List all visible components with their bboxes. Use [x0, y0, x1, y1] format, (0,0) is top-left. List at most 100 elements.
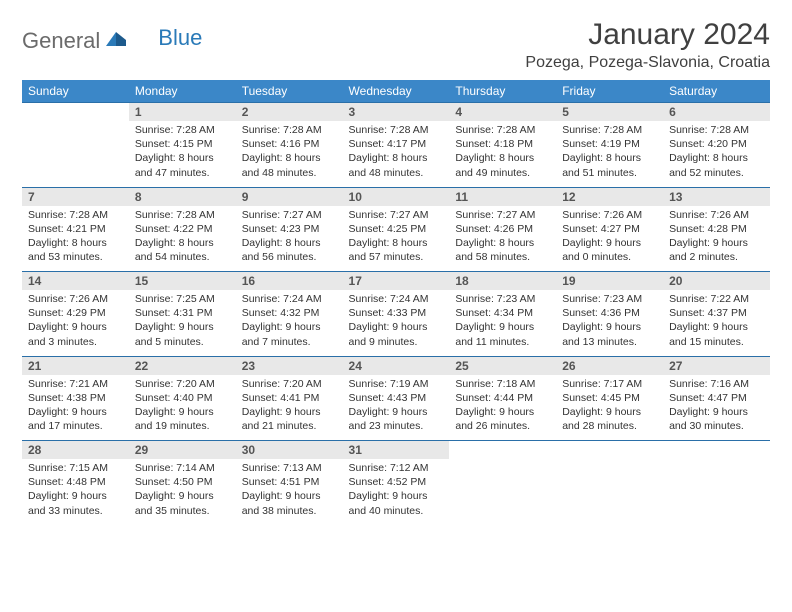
day-sunset-text: Sunset: 4:23 PM — [242, 222, 337, 236]
day-sunset-text: Sunset: 4:31 PM — [135, 306, 230, 320]
day-number-cell: 5 — [556, 103, 663, 122]
day-day1-text: Daylight: 9 hours — [242, 405, 337, 419]
day-sunset-text: Sunset: 4:40 PM — [135, 391, 230, 405]
title-block: January 2024 Pozega, Pozega-Slavonia, Cr… — [525, 18, 770, 72]
day-day1-text: Daylight: 9 hours — [135, 320, 230, 334]
day-sunset-text: Sunset: 4:18 PM — [455, 137, 550, 151]
week-number-row: 21222324252627 — [22, 356, 770, 375]
day-sunrise-text: Sunrise: 7:26 AM — [669, 208, 764, 222]
day-header: Wednesday — [343, 80, 450, 103]
day-day2-text: and 48 minutes. — [349, 166, 444, 180]
day-sunrise-text: Sunrise: 7:22 AM — [669, 292, 764, 306]
day-sunset-text: Sunset: 4:32 PM — [242, 306, 337, 320]
day-sunset-text: Sunset: 4:15 PM — [135, 137, 230, 151]
logo-icon — [106, 30, 128, 53]
day-sunset-text: Sunset: 4:50 PM — [135, 475, 230, 489]
day-number-cell: 17 — [343, 272, 450, 291]
day-day2-text: and 15 minutes. — [669, 335, 764, 349]
day-day2-text: and 48 minutes. — [242, 166, 337, 180]
day-content-cell: Sunrise: 7:27 AMSunset: 4:25 PMDaylight:… — [343, 206, 450, 272]
day-number-cell: 26 — [556, 356, 663, 375]
day-content-cell: Sunrise: 7:25 AMSunset: 4:31 PMDaylight:… — [129, 290, 236, 356]
location-text: Pozega, Pozega-Slavonia, Croatia — [525, 54, 770, 72]
day-day1-text: Daylight: 9 hours — [135, 405, 230, 419]
day-content-cell: Sunrise: 7:28 AMSunset: 4:16 PMDaylight:… — [236, 121, 343, 187]
day-day1-text: Daylight: 8 hours — [455, 236, 550, 250]
day-day2-text: and 54 minutes. — [135, 250, 230, 264]
day-sunset-text: Sunset: 4:34 PM — [455, 306, 550, 320]
day-day1-text: Daylight: 9 hours — [28, 405, 123, 419]
day-content-cell: Sunrise: 7:26 AMSunset: 4:29 PMDaylight:… — [22, 290, 129, 356]
day-number-cell: 3 — [343, 103, 450, 122]
day-sunset-text: Sunset: 4:37 PM — [669, 306, 764, 320]
day-number-cell: 29 — [129, 441, 236, 460]
day-content-cell: Sunrise: 7:28 AMSunset: 4:19 PMDaylight:… — [556, 121, 663, 187]
day-number-cell: 21 — [22, 356, 129, 375]
logo-general-text: General — [22, 28, 100, 54]
day-day2-text: and 53 minutes. — [28, 250, 123, 264]
day-number-cell — [663, 441, 770, 460]
day-content-cell: Sunrise: 7:22 AMSunset: 4:37 PMDaylight:… — [663, 290, 770, 356]
day-sunrise-text: Sunrise: 7:28 AM — [242, 123, 337, 137]
day-number-cell: 15 — [129, 272, 236, 291]
day-number-cell: 7 — [22, 187, 129, 206]
day-sunrise-text: Sunrise: 7:23 AM — [455, 292, 550, 306]
day-day2-text: and 30 minutes. — [669, 419, 764, 433]
day-day2-text: and 19 minutes. — [135, 419, 230, 433]
day-sunrise-text: Sunrise: 7:13 AM — [242, 461, 337, 475]
week-content-row: Sunrise: 7:15 AMSunset: 4:48 PMDaylight:… — [22, 459, 770, 525]
day-sunrise-text: Sunrise: 7:27 AM — [349, 208, 444, 222]
day-day2-text: and 49 minutes. — [455, 166, 550, 180]
day-day1-text: Daylight: 8 hours — [135, 151, 230, 165]
day-day2-text: and 33 minutes. — [28, 504, 123, 518]
day-number-cell: 31 — [343, 441, 450, 460]
day-sunrise-text: Sunrise: 7:15 AM — [28, 461, 123, 475]
day-content-cell: Sunrise: 7:19 AMSunset: 4:43 PMDaylight:… — [343, 375, 450, 441]
day-number-cell: 24 — [343, 356, 450, 375]
day-content-cell: Sunrise: 7:21 AMSunset: 4:38 PMDaylight:… — [22, 375, 129, 441]
day-day1-text: Daylight: 8 hours — [562, 151, 657, 165]
day-number-cell: 27 — [663, 356, 770, 375]
day-day2-text: and 21 minutes. — [242, 419, 337, 433]
day-day1-text: Daylight: 9 hours — [349, 489, 444, 503]
day-day1-text: Daylight: 9 hours — [349, 320, 444, 334]
day-number-cell: 12 — [556, 187, 663, 206]
day-sunrise-text: Sunrise: 7:28 AM — [669, 123, 764, 137]
day-content-cell: Sunrise: 7:15 AMSunset: 4:48 PMDaylight:… — [22, 459, 129, 525]
day-day1-text: Daylight: 8 hours — [455, 151, 550, 165]
day-day2-text: and 28 minutes. — [562, 419, 657, 433]
day-day2-text: and 9 minutes. — [349, 335, 444, 349]
day-day2-text: and 0 minutes. — [562, 250, 657, 264]
day-sunset-text: Sunset: 4:43 PM — [349, 391, 444, 405]
header: General Blue January 2024 Pozega, Pozega… — [22, 18, 770, 72]
day-sunset-text: Sunset: 4:41 PM — [242, 391, 337, 405]
day-sunrise-text: Sunrise: 7:28 AM — [28, 208, 123, 222]
day-number-cell: 18 — [449, 272, 556, 291]
day-day1-text: Daylight: 8 hours — [349, 236, 444, 250]
day-number-cell: 16 — [236, 272, 343, 291]
day-day2-text: and 52 minutes. — [669, 166, 764, 180]
day-content-cell: Sunrise: 7:27 AMSunset: 4:26 PMDaylight:… — [449, 206, 556, 272]
day-day2-text: and 56 minutes. — [242, 250, 337, 264]
day-sunrise-text: Sunrise: 7:26 AM — [562, 208, 657, 222]
day-day2-text: and 23 minutes. — [349, 419, 444, 433]
day-day1-text: Daylight: 8 hours — [28, 236, 123, 250]
day-day2-text: and 58 minutes. — [455, 250, 550, 264]
day-day2-text: and 11 minutes. — [455, 335, 550, 349]
day-day2-text: and 51 minutes. — [562, 166, 657, 180]
day-sunrise-text: Sunrise: 7:28 AM — [455, 123, 550, 137]
day-day1-text: Daylight: 8 hours — [135, 236, 230, 250]
day-content-cell: Sunrise: 7:26 AMSunset: 4:27 PMDaylight:… — [556, 206, 663, 272]
day-content-cell: Sunrise: 7:14 AMSunset: 4:50 PMDaylight:… — [129, 459, 236, 525]
day-day1-text: Daylight: 9 hours — [242, 320, 337, 334]
day-number-cell: 1 — [129, 103, 236, 122]
day-number-cell: 28 — [22, 441, 129, 460]
day-number-cell: 4 — [449, 103, 556, 122]
day-day1-text: Daylight: 8 hours — [242, 151, 337, 165]
week-number-row: 123456 — [22, 103, 770, 122]
day-content-cell: Sunrise: 7:24 AMSunset: 4:33 PMDaylight:… — [343, 290, 450, 356]
day-sunrise-text: Sunrise: 7:26 AM — [28, 292, 123, 306]
day-sunrise-text: Sunrise: 7:24 AM — [242, 292, 337, 306]
day-number-cell: 22 — [129, 356, 236, 375]
day-day2-text: and 3 minutes. — [28, 335, 123, 349]
